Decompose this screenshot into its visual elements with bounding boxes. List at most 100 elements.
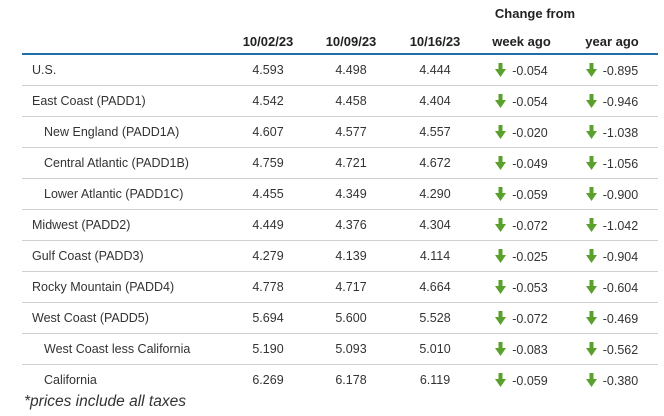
price-date-2: 4.349 bbox=[309, 178, 393, 210]
week-change-value: -0.054 bbox=[512, 63, 548, 78]
column-header-region bbox=[22, 29, 227, 55]
week-change-value: -0.083 bbox=[512, 342, 548, 357]
year-change-cell: -1.042 bbox=[566, 209, 658, 241]
down-arrow-icon bbox=[495, 341, 507, 356]
down-arrow-icon bbox=[495, 62, 507, 77]
price-date-3: 5.010 bbox=[393, 333, 477, 365]
price-date-3: 6.119 bbox=[419, 373, 451, 387]
year-change-value: -0.380 bbox=[602, 373, 639, 388]
week-change-value: -0.059 bbox=[512, 373, 548, 388]
year-change-cell: -1.038 bbox=[566, 116, 658, 148]
week-change-cell: -0.059 bbox=[477, 365, 566, 396]
price-date-2: 4.717 bbox=[309, 271, 393, 303]
table-row: U.S. 4.593 4.498 4.444 -0.054 -0.895 bbox=[22, 54, 658, 86]
table-row: Lower Atlantic (PADD1C) 4.455 4.349 4.290 -0… bbox=[22, 178, 658, 210]
price-date-2: 4.498 bbox=[309, 54, 393, 86]
price-date-3: 4.304 bbox=[393, 209, 477, 241]
region-link[interactable]: Central Atlantic (PADD1B) bbox=[44, 156, 189, 170]
table-row: Rocky Mountain (PADD4) 4.778 4.717 4.664 -0.… bbox=[22, 271, 658, 303]
week-change-cell: -0.059 bbox=[477, 178, 566, 210]
week-change-cell: -0.049 bbox=[477, 147, 566, 179]
region-link-cell[interactable]: U.S. bbox=[22, 54, 227, 86]
table-row: Midwest (PADD2) 4.449 4.376 4.304 -0.072 -1.0… bbox=[22, 209, 658, 241]
region-link[interactable]: Gulf Coast (PADD3) bbox=[32, 249, 144, 263]
year-change-cell: -0.895 bbox=[566, 54, 658, 86]
table-row: Central Atlantic (PADD1B) 4.759 4.721 4.672… bbox=[22, 147, 658, 179]
region-link[interactable]: Rocky Mountain (PADD4) bbox=[32, 280, 175, 294]
region-link[interactable]: California bbox=[44, 373, 97, 387]
price-date-2: 6.178 bbox=[335, 373, 367, 387]
taxes-footnote: *prices include all taxes bbox=[24, 393, 186, 410]
table-row: California 6.269 6.178 6.119 -0.059 -0.380 bbox=[22, 365, 658, 396]
price-date-2: 4.376 bbox=[309, 209, 393, 241]
week-change-value: -0.059 bbox=[512, 187, 548, 202]
region-link-cell[interactable]: Central Atlantic (PADD1B) bbox=[22, 147, 227, 179]
down-arrow-icon bbox=[495, 124, 507, 139]
year-change-value: -1.056 bbox=[602, 156, 639, 171]
table-row: Gulf Coast (PADD3) 4.279 4.139 4.114 -0.025 -… bbox=[22, 240, 658, 272]
down-arrow-icon bbox=[585, 310, 597, 325]
down-arrow-icon bbox=[495, 310, 507, 325]
region-link-cell[interactable]: East Coast (PADD1) bbox=[22, 85, 227, 117]
change-from-heading: Change from bbox=[494, 6, 576, 21]
week-change-value: -0.054 bbox=[512, 94, 548, 109]
region-link-cell[interactable]: Lower Atlantic (PADD1C) bbox=[22, 178, 227, 210]
week-change-cell: -0.020 bbox=[477, 116, 566, 148]
region-link[interactable]: Midwest (PADD2) bbox=[32, 218, 131, 232]
region-link[interactable]: New England (PADD1A) bbox=[44, 125, 180, 139]
year-change-cell: -0.380 bbox=[566, 365, 658, 396]
year-change-cell: -1.056 bbox=[566, 147, 658, 179]
region-link-cell[interactable]: California bbox=[22, 365, 227, 396]
region-link[interactable]: Lower Atlantic (PADD1C) bbox=[44, 187, 184, 201]
region-link[interactable]: U.S. bbox=[32, 63, 57, 77]
price-date-3: 4.444 bbox=[393, 54, 477, 86]
year-change-value: -0.900 bbox=[602, 187, 639, 202]
region-link-cell[interactable]: Rocky Mountain (PADD4) bbox=[22, 271, 227, 303]
table-body: U.S. 4.593 4.498 4.444 -0.054 -0.895 East Coas… bbox=[22, 54, 658, 395]
region-link-cell[interactable]: Gulf Coast (PADD3) bbox=[22, 240, 227, 272]
region-link[interactable]: East Coast (PADD1) bbox=[32, 94, 146, 108]
price-date-1: 4.455 bbox=[227, 178, 309, 210]
region-link-cell[interactable]: West Coast (PADD5) bbox=[22, 302, 227, 334]
down-arrow-icon bbox=[585, 279, 597, 294]
down-arrow-icon bbox=[495, 372, 507, 387]
region-link[interactable]: West Coast (PADD5) bbox=[32, 311, 149, 325]
price-date-1: 4.607 bbox=[227, 116, 309, 148]
week-change-cell: -0.053 bbox=[477, 271, 566, 303]
year-change-value: -0.895 bbox=[602, 63, 639, 78]
region-link-cell[interactable]: West Coast less California bbox=[22, 333, 227, 365]
down-arrow-icon bbox=[585, 217, 597, 232]
year-change-cell: -0.946 bbox=[566, 85, 658, 117]
down-arrow-icon bbox=[495, 186, 507, 201]
table-row: East Coast (PADD1) 4.542 4.458 4.404 -0.054 -… bbox=[22, 85, 658, 117]
price-date-3: 4.557 bbox=[393, 116, 477, 148]
year-change-value: -0.469 bbox=[602, 311, 639, 326]
year-change-value: -0.946 bbox=[602, 94, 639, 109]
price-date-3: 4.664 bbox=[393, 271, 477, 303]
week-change-value: -0.053 bbox=[512, 280, 548, 295]
price-date-2: 4.139 bbox=[309, 240, 393, 272]
price-date-1: 4.778 bbox=[227, 271, 309, 303]
region-link-cell[interactable]: Midwest (PADD2) bbox=[22, 209, 227, 241]
region-link-cell[interactable]: New England (PADD1A) bbox=[22, 116, 227, 148]
price-date-3: 4.290 bbox=[393, 178, 477, 210]
week-change-value: -0.072 bbox=[512, 218, 548, 233]
week-change-cell: -0.054 bbox=[477, 85, 566, 117]
price-date-1: 4.542 bbox=[227, 85, 309, 117]
year-change-value: -0.562 bbox=[602, 342, 639, 357]
price-date-1: 4.449 bbox=[227, 209, 309, 241]
week-change-cell: -0.054 bbox=[477, 54, 566, 86]
price-date-3: 4.672 bbox=[393, 147, 477, 179]
price-date-1: 4.279 bbox=[227, 240, 309, 272]
regional-price-table: 10/02/23 10/09/23 10/16/23 week ago year… bbox=[22, 29, 658, 395]
year-change-cell: -0.904 bbox=[566, 240, 658, 272]
price-date-1: 4.759 bbox=[227, 147, 309, 179]
year-change-cell: -0.469 bbox=[566, 302, 658, 334]
table-header-row: 10/02/23 10/09/23 10/16/23 week ago year… bbox=[22, 29, 658, 55]
price-date-2: 4.577 bbox=[309, 116, 393, 148]
region-link[interactable]: West Coast less California bbox=[44, 342, 191, 356]
year-change-value: -0.604 bbox=[602, 280, 639, 295]
down-arrow-icon bbox=[585, 186, 597, 201]
week-change-cell: -0.072 bbox=[477, 302, 566, 334]
